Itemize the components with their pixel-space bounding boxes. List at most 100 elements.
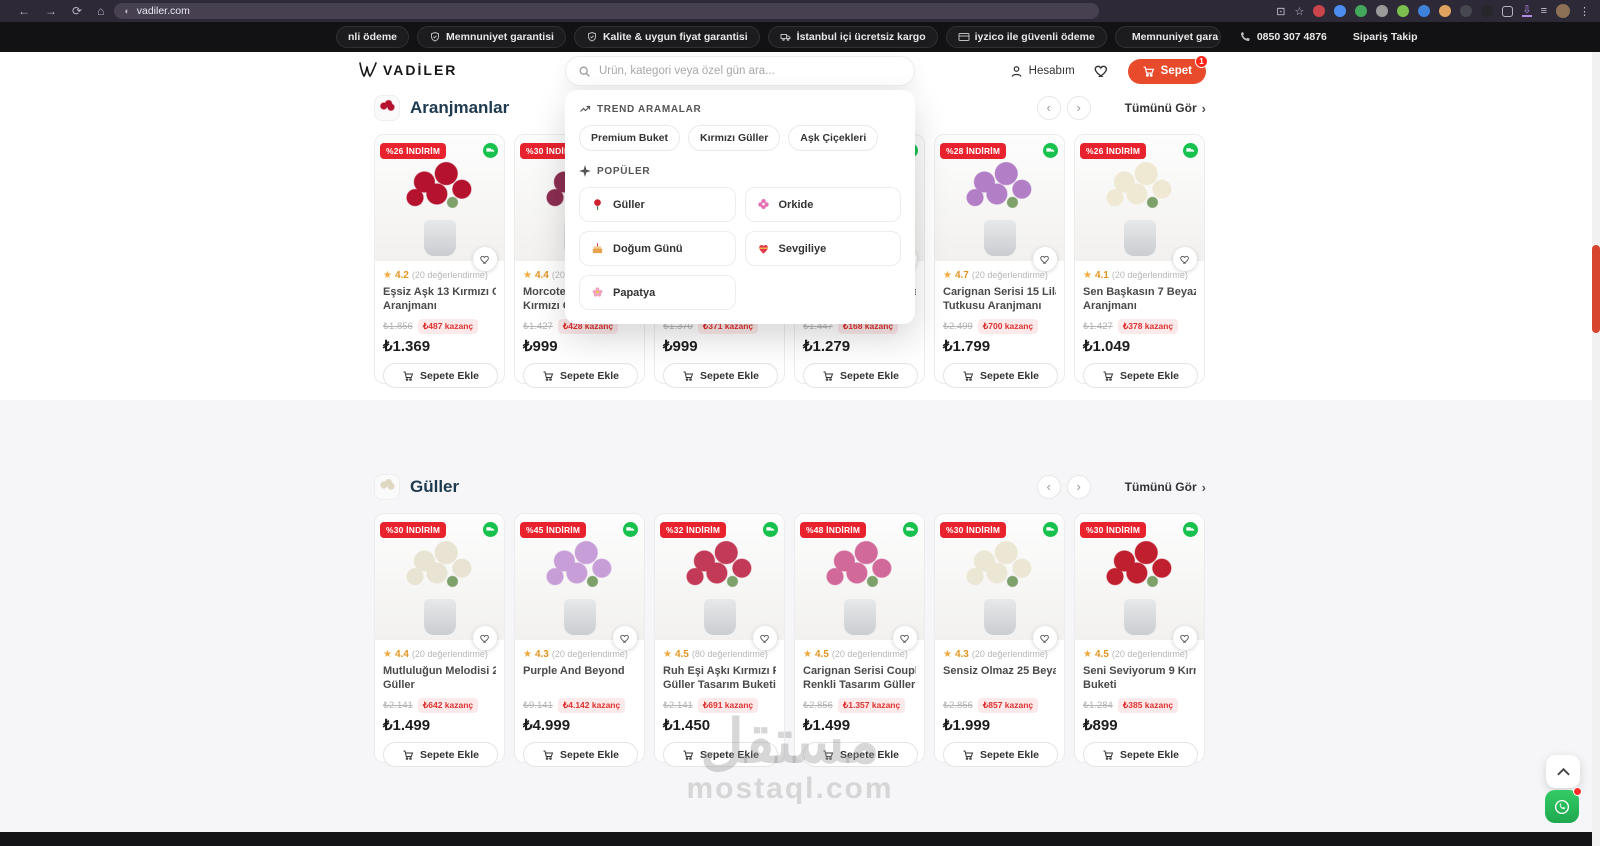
extension-icon[interactable] [1313,5,1326,17]
see-all-link[interactable]: Tümünü Gör › [1125,101,1206,116]
whatsapp-button[interactable] [1545,787,1582,823]
search-input[interactable] [599,65,902,77]
add-to-cart-button[interactable]: Sepete Ekle [383,363,498,388]
product-card[interactable]: %30 İNDİRİM ★ 4.4 (20 değerlendirme) Mutlu… [374,513,505,767]
logo[interactable]: VADİLER [358,61,457,79]
wishlist-button[interactable] [1033,247,1057,271]
add-to-cart-button[interactable]: Sepete Ekle [383,742,498,767]
heart-gift-icon [758,245,768,254]
wishlist-button[interactable] [1173,247,1197,271]
reading-list-icon[interactable]: ≡ [1540,5,1547,17]
product-title[interactable]: Seni Seviyorum 9 Kırmızı Gü Buketi [1083,665,1196,691]
wishlist-button[interactable] [473,247,497,271]
home-icon[interactable]: ⌂ [97,4,105,18]
popular-item-sevgiliye[interactable]: Sevgiliye [744,231,901,266]
carousel-prev-button[interactable]: ‹ [1036,475,1061,499]
product-title[interactable]: Eşsiz Aşk 13 Kırmızı Gül Aranjmanı [383,286,496,312]
orchid-icon [757,199,769,210]
extension-icon[interactable] [1376,5,1389,17]
trend-search-pill[interactable]: Premium Buket [579,125,681,151]
add-to-cart-label: Sepete Ekle [980,369,1039,382]
phone-link[interactable]: 0850 307 4876 [1239,31,1327,43]
add-to-cart-button[interactable]: Sepete Ekle [1083,742,1198,767]
product-card[interactable]: %28 İNDİRİM ★ 4.7 (20 değerlendirme) Carig… [934,134,1065,388]
downloads-icon[interactable]: ⇩ [1522,4,1532,17]
popular-item-guller[interactable]: Güller [579,187,736,222]
add-to-cart-button[interactable]: Sepete Ekle [943,363,1058,388]
popular-item-papatya[interactable]: Papatya [579,275,736,310]
product-title[interactable]: Sensiz Olmaz 25 Beyaz Güller [943,665,1056,677]
scroll-to-top-button[interactable] [1546,755,1580,788]
trend-search-pill[interactable]: Kırmızı Güller [688,125,781,151]
product-title[interactable]: Purple And Beyond [523,665,625,677]
cake-icon [592,243,603,254]
credit-card-icon [958,33,970,41]
add-to-cart-button[interactable]: Sepete Ekle [523,742,638,767]
scrollbar-thumb[interactable] [1592,245,1600,333]
add-to-cart-button[interactable]: Sepete Ekle [803,742,918,767]
add-to-cart-button[interactable]: Sepete Ekle [663,742,778,767]
wishlist-heart-icon[interactable] [1093,63,1110,79]
product-title[interactable]: Sen Başkasın 7 Beyaz Gülle Aranjmanı [1083,286,1196,312]
product-title[interactable]: Carignan Serisi Couple Goals Renkli Tasa… [803,665,916,691]
bookmark-icon[interactable]: ☆ [1294,5,1305,18]
carousel-next-button[interactable]: › [1066,475,1091,499]
product-card[interactable]: %32 İNDİRİM ★ 4.5 (80 değerlendirme) Ruh E… [654,513,785,767]
wishlist-button[interactable] [753,626,777,650]
extension-icon[interactable] [1355,5,1368,17]
popular-item-dogum-gunu[interactable]: Doğum Günü [579,231,736,266]
product-title[interactable]: Mutluluğun Melodisi 20 Beyaz Güller [383,665,496,691]
review-count: (20 değerlendirme) [971,649,1048,659]
add-to-cart-button[interactable]: Sepete Ekle [803,363,918,388]
forward-icon[interactable]: → [45,4,57,18]
popular-title: POPÜLER [597,165,651,177]
product-card[interactable]: %30 İNDİRİM ★ 4.3 (20 değerlendirme) Sensi… [934,513,1065,767]
shield-check-icon [431,31,440,42]
wishlist-button[interactable] [893,626,917,650]
cast-icon[interactable]: ⊡ [1276,5,1286,18]
url-text: vadiler.com [136,5,190,17]
add-to-cart-button[interactable]: Sepete Ekle [1083,363,1198,388]
wishlist-button[interactable] [1033,626,1057,650]
extension-icon[interactable] [1439,5,1452,17]
scrollbar-track[interactable] [1592,22,1600,846]
address-bar[interactable]: ◐ vadiler.com [114,3,1100,19]
product-card[interactable]: %30 İNDİRİM ★ 4.5 (20 değerlendirme) Seni … [1074,513,1205,767]
trend-search-pill[interactable]: Aşk Çiçekleri [788,125,879,151]
account-button[interactable]: Hesabım [1009,64,1075,79]
back-icon[interactable]: ← [18,4,30,18]
review-count: (20 değerlendirme) [1111,649,1188,659]
cart-button[interactable]: Sepet 1 [1127,54,1208,84]
profile-avatar[interactable] [1556,4,1570,18]
order-tracking-link[interactable]: Sipariş Takip [1352,31,1418,43]
carousel-next-button[interactable]: › [1066,96,1091,120]
add-to-cart-button[interactable]: Sepete Ekle [523,363,638,388]
extension-icon[interactable] [1460,5,1473,17]
popular-item-orkide[interactable]: Orkide [744,187,901,222]
wishlist-button[interactable] [473,626,497,650]
product-card[interactable]: %48 İNDİRİM ★ 4.5 (20 değerlendirme) Carig… [794,513,925,767]
site-settings-icon[interactable]: ◐ [124,6,130,16]
announcement-pill: Kalite & uygun fiyat garantisi [573,26,760,48]
product-card[interactable]: %45 İNDİRİM ★ 4.3 (20 değerlendirme) Purpl… [514,513,645,767]
see-all-link[interactable]: Tümünü Gör › [1125,480,1206,495]
search-bar[interactable] [565,56,915,86]
wishlist-button[interactable] [613,626,637,650]
product-card[interactable]: %26 İNDİRİM ★ 4.2 (20 değerlendirme) Eşsiz… [374,134,505,388]
wishlist-button[interactable] [1173,626,1197,650]
cart-icon [1103,371,1114,381]
add-to-cart-button[interactable]: Sepete Ekle [663,363,778,388]
add-to-cart-button[interactable]: Sepete Ekle [943,742,1058,767]
product-card[interactable]: %26 İNDİRİM ★ 4.1 (20 değerlendirme) Sen B… [1074,134,1205,388]
extension-icon[interactable] [1481,5,1494,17]
extension-icon[interactable] [1334,5,1347,17]
carousel-prev-button[interactable]: ‹ [1036,96,1061,120]
product-title[interactable]: Ruh Eşi Aşkı Kırmızı Pembe Güller Tasarı… [663,665,776,691]
user-icon [1011,65,1022,77]
product-title[interactable]: Carignan Serisi 15 Lilarenk Gül Tutkusu … [943,286,1056,312]
extension-icon[interactable] [1397,5,1410,17]
browser-menu-icon[interactable]: ⋮ [1579,5,1590,18]
extension-icon[interactable] [1418,5,1431,17]
extensions-puzzle-icon[interactable] [1502,5,1514,17]
reload-icon[interactable]: ⟳ [72,4,83,18]
